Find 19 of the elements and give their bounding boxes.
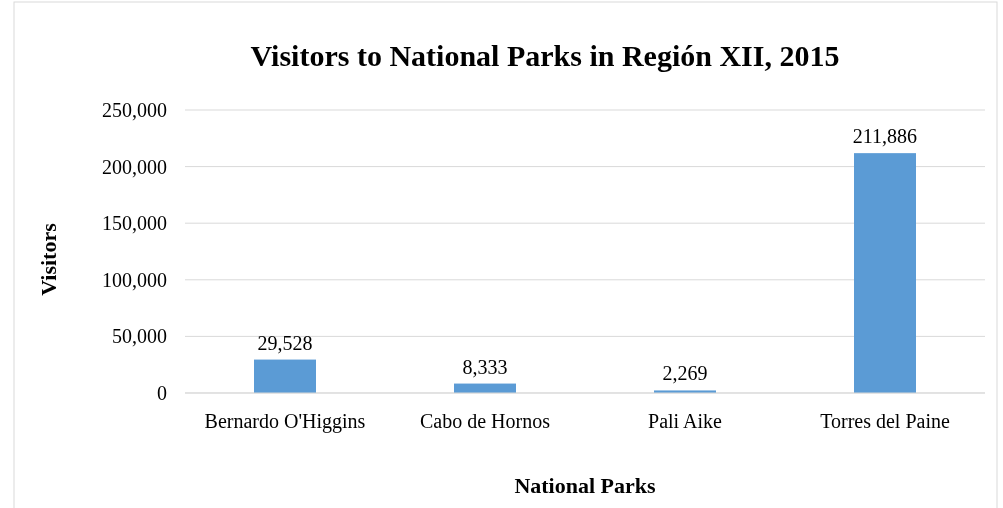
x-tick-label: Bernardo O'Higgins: [204, 410, 366, 433]
bar: [254, 359, 316, 393]
y-axis-title: Visitors: [36, 222, 61, 296]
y-tick-label: 150,000: [102, 212, 167, 235]
data-label: 211,886: [852, 125, 918, 148]
data-label: 8,333: [462, 355, 508, 378]
y-tick-label: 100,000: [102, 268, 167, 291]
chart-title: Visitors to National Parks in Región XII, 2015: [250, 39, 840, 72]
x-tick-label: Torres del Paine: [820, 410, 950, 432]
y-tick-label: 250,000: [102, 99, 167, 121]
data-label: 2,269: [662, 362, 708, 385]
y-tick-label: 0: [157, 382, 167, 404]
data-label: 29,528: [257, 331, 313, 354]
x-axis-title: National Parks: [514, 473, 657, 498]
y-tick-label: 200,000: [102, 155, 167, 178]
x-tick-label: Cabo de Hornos: [420, 410, 551, 432]
bar: [854, 153, 916, 393]
y-tick-label: 50,000: [112, 325, 167, 348]
x-tick-label: Pali Aike: [648, 410, 723, 432]
